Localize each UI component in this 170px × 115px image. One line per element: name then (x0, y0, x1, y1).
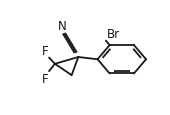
Text: N: N (58, 19, 67, 32)
Text: Br: Br (107, 28, 120, 41)
Text: F: F (42, 45, 48, 58)
Text: F: F (42, 72, 48, 85)
